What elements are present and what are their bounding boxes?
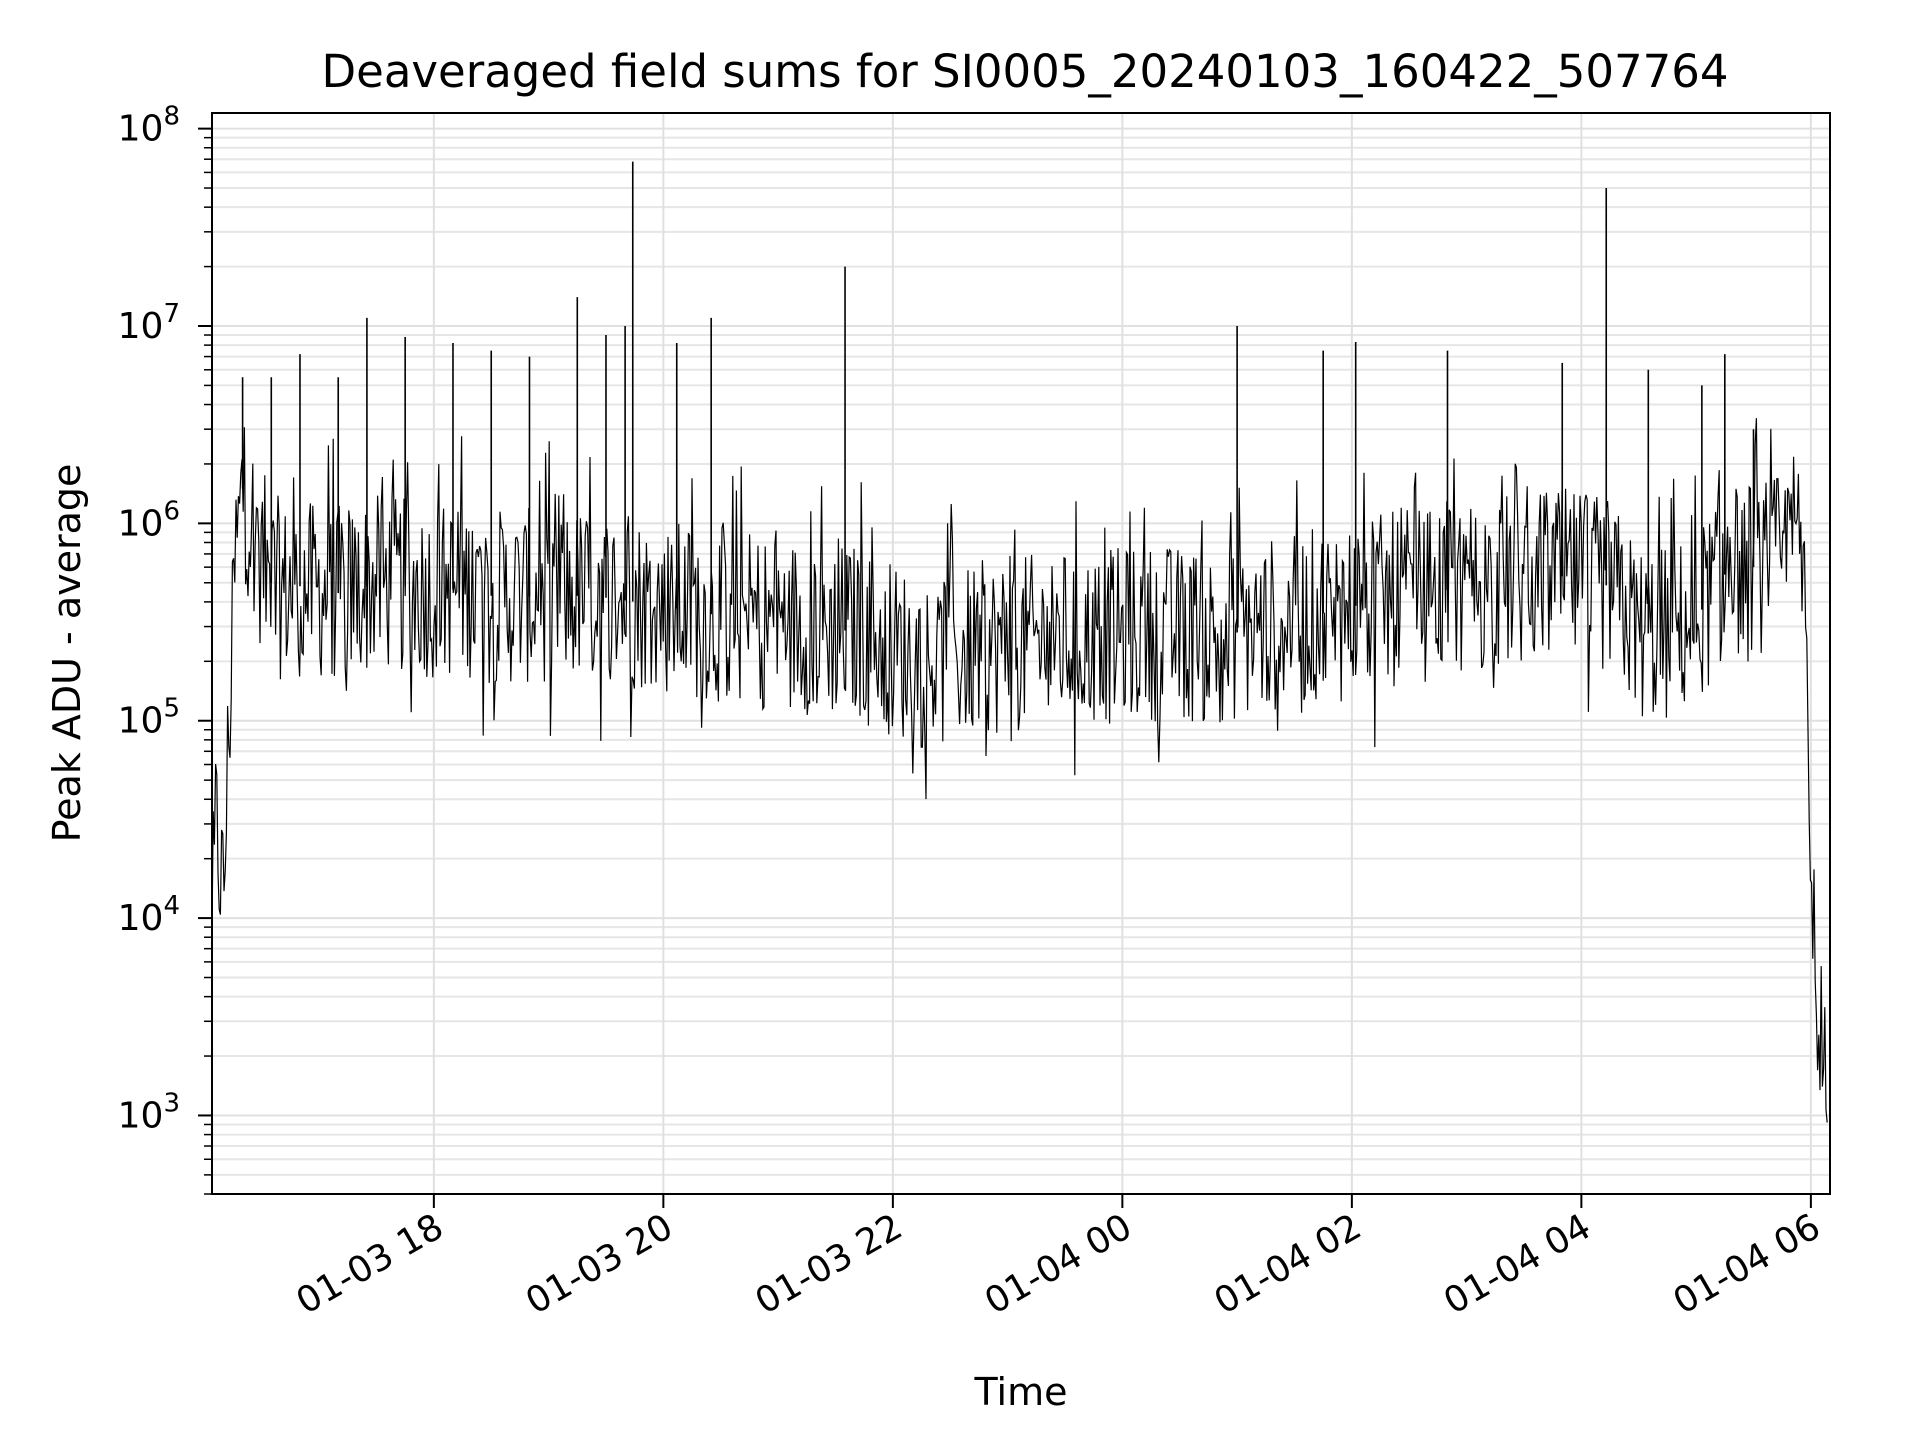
y-tick-label-exponent: 4: [163, 891, 180, 921]
x-axis-label: Time: [974, 1370, 1068, 1414]
y-tick-label-exponent: 3: [163, 1088, 180, 1118]
y-tick-label-base: 10: [118, 1095, 164, 1136]
y-tick-label-base: 10: [118, 503, 164, 544]
y-tick-label-exponent: 5: [163, 694, 180, 724]
series-line: [211, 418, 1828, 1123]
y-tick-label-exponent: 7: [163, 299, 180, 329]
y-tick-label-base: 10: [118, 898, 164, 939]
series-layer: [211, 161, 1828, 1123]
y-tick-label-exponent: 6: [163, 496, 180, 526]
y-tick-label: 105: [118, 694, 180, 742]
y-tick-label-base: 10: [118, 306, 164, 347]
y-tick-label-exponent: 8: [163, 102, 180, 132]
y-tick-label: 106: [118, 496, 180, 544]
chart-title: Deaveraged field sums for SI0005_2024010…: [321, 45, 1728, 98]
y-tick-label-base: 10: [118, 109, 164, 150]
y-tick-label: 107: [118, 299, 180, 347]
y-tick-label: 108: [118, 102, 180, 150]
y-tick-label: 103: [118, 1088, 180, 1136]
y-axis-label: Peak ADU - average: [45, 464, 89, 843]
y-tick-label: 104: [118, 891, 180, 939]
y-gridlines: [212, 127, 1830, 1195]
y-tick-label-base: 10: [118, 701, 164, 742]
plot-frame: [211, 112, 1831, 1195]
